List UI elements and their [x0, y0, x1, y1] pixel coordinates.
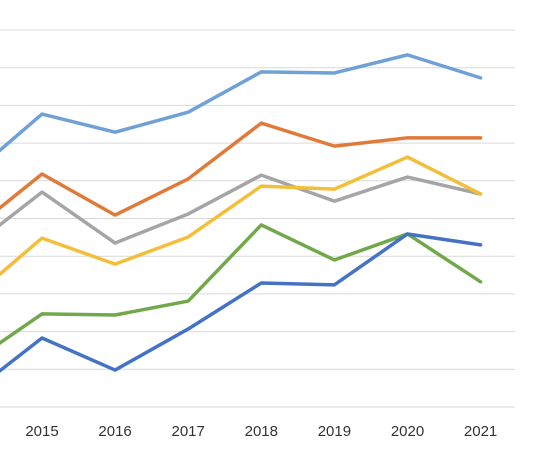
series-line [0, 223, 483, 346]
series-line [0, 232, 483, 373]
series-line [0, 53, 483, 153]
series-line [0, 155, 483, 277]
x-tick-label: 2018 [245, 423, 278, 440]
x-tick-label: 2021 [464, 423, 497, 440]
x-tick-label: 2017 [172, 423, 205, 440]
plot-area: 2015 2016 2017 2018 2019 2020 2021 [0, 29, 515, 440]
x-tick-label: 2015 [25, 423, 58, 440]
series-line [0, 121, 483, 217]
series-line [0, 173, 483, 245]
x-tick-label: 2020 [391, 423, 424, 440]
x-tick-label: 2016 [98, 423, 131, 440]
x-tick-label: 2019 [318, 423, 351, 440]
